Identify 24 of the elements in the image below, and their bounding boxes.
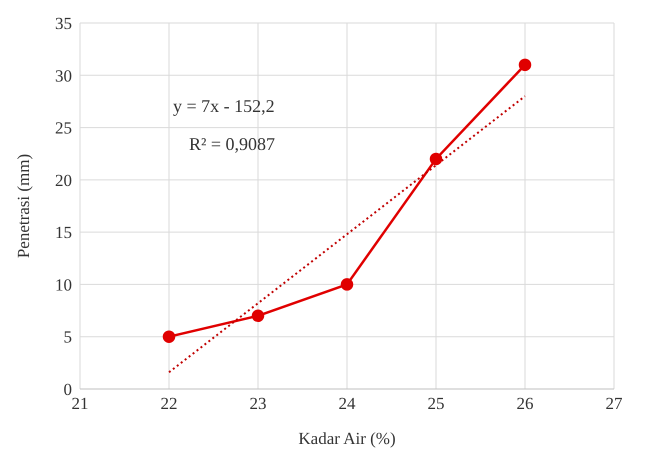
y-tick-label: 30: [55, 66, 72, 86]
x-axis-title: Kadar Air (%): [298, 429, 396, 448]
point: [430, 152, 442, 166]
y-tick-label: 0: [64, 380, 72, 400]
x-tick-label: 27: [606, 394, 623, 414]
x-tick-label: 22: [160, 394, 178, 414]
y-tick-label: 35: [55, 14, 72, 34]
y-tick-label: 5: [64, 328, 72, 347]
y-tick-label: 10: [55, 275, 72, 294]
point: [162, 330, 176, 343]
x-tick-label: 21: [72, 394, 88, 414]
point: [340, 278, 354, 291]
x-tick-label: 23: [250, 394, 266, 414]
annotation: y = 7x - 152,2: [173, 96, 275, 117]
annotation: R² = 0,9087: [189, 134, 276, 155]
y-tick-label: 20: [55, 170, 72, 190]
point: [252, 310, 264, 322]
point: [518, 58, 532, 72]
x-tick-label: 26: [516, 394, 534, 414]
x-tick-label: 24: [338, 394, 356, 414]
y-axis-title: Penetrasi (mm): [14, 154, 34, 258]
x-tick-label: 25: [428, 394, 444, 414]
y-tick-label: 25: [55, 118, 72, 138]
y-tick-label: 15: [55, 223, 72, 242]
